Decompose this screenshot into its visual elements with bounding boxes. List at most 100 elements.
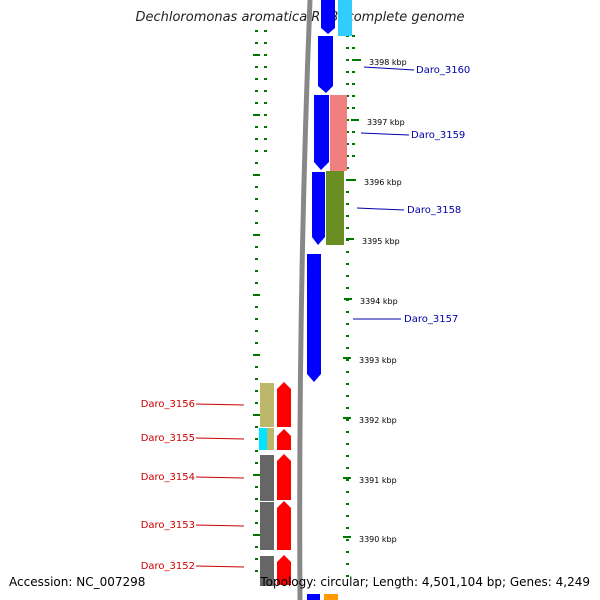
scale-dot	[346, 251, 349, 253]
scale-dot	[255, 66, 258, 68]
gene-label-daro-3156[interactable]: Daro_3156	[141, 399, 195, 410]
scale-dot	[346, 323, 349, 325]
gene-leader-line	[363, 66, 415, 71]
scale-dot	[346, 335, 349, 337]
scale-dot	[253, 174, 260, 176]
gene-arrow-daro-3160[interactable]	[318, 36, 333, 93]
scale-dot	[346, 455, 349, 457]
scale-dot	[346, 503, 349, 505]
gene-label-daro-3152[interactable]: Daro_3152	[141, 561, 195, 572]
gene-label-daro-3160[interactable]: Daro_3160	[416, 65, 470, 76]
scale-dot	[346, 131, 349, 133]
scale-dot	[264, 138, 267, 140]
gene-label-daro-3157[interactable]: Daro_3157	[404, 314, 458, 325]
ruler-tick	[344, 298, 352, 300]
scale-dot	[255, 426, 258, 428]
kbp-ruler: 3398 kbp 3397 kbp 3396 kbp 3395 kbp 3394 kbp…	[343, 58, 407, 544]
scale-dot	[346, 467, 349, 469]
scale-dot	[346, 575, 349, 577]
ruler-tick	[343, 357, 351, 359]
scale-dot	[255, 90, 258, 92]
scale-dot	[253, 534, 260, 536]
scale-dot	[346, 227, 349, 229]
gene-arrow-daro-3153[interactable]	[277, 501, 291, 550]
cog-box-3159	[330, 95, 347, 171]
gene-arrow-daro-3159[interactable]	[314, 95, 329, 170]
gene-arrow-daro-3157[interactable]	[307, 254, 321, 382]
ruler-tick	[348, 179, 356, 181]
scale-dot	[346, 203, 349, 205]
ruler-tick-label: 3391 kbp	[359, 476, 397, 485]
gene-arrow-daro-3156[interactable]	[277, 382, 291, 427]
ruler-tick	[346, 238, 354, 240]
scale-dot	[346, 263, 349, 265]
scale-dot	[346, 551, 349, 553]
scale-dot	[255, 42, 258, 44]
gene-label-daro-3158[interactable]: Daro_3158	[407, 205, 461, 216]
scale-dot	[346, 563, 349, 565]
cog-box-3156	[260, 383, 274, 427]
scale-dot	[255, 138, 258, 140]
cog-box-3155a	[259, 428, 267, 450]
scale-dot	[346, 347, 349, 349]
genome-backbone	[297, 0, 313, 600]
gene-arrow-daro-3152[interactable]	[277, 555, 291, 585]
scale-dot	[255, 258, 258, 260]
ruler-tick-label: 3397 kbp	[367, 118, 405, 127]
scale-dot	[352, 131, 355, 133]
cog-box-bottom	[324, 594, 338, 600]
gene-arrow-daro-3154[interactable]	[277, 454, 291, 500]
ruler-tick	[343, 417, 351, 419]
gene-label-daro-3159[interactable]: Daro_3159	[411, 130, 465, 141]
gene-leader-line	[195, 476, 245, 479]
accession-label: Accession: NC_007298	[9, 575, 146, 589]
scale-dot	[255, 342, 258, 344]
scale-dot	[255, 522, 258, 524]
gene-arrow-top[interactable]	[321, 0, 335, 34]
scale-dot	[346, 59, 349, 61]
ruler-tick	[343, 536, 351, 538]
scale-dot	[346, 107, 349, 109]
scale-dot	[352, 155, 355, 157]
gene-label-daro-3155[interactable]: Daro_3155	[141, 433, 195, 444]
scale-dot	[346, 275, 349, 277]
scale-dot	[255, 186, 258, 188]
gene-arrow-daro-3155[interactable]	[277, 429, 291, 450]
scale-dot	[255, 198, 258, 200]
scale-dot	[253, 234, 260, 236]
ruler-tick	[351, 119, 359, 121]
scale-dot	[346, 83, 349, 85]
scale-dot	[255, 210, 258, 212]
genome-summary: Topology: circular; Length: 4,501,104 bp…	[260, 575, 590, 589]
scale-dot	[264, 126, 267, 128]
scale-dot	[264, 90, 267, 92]
cog-box-3155b	[267, 428, 274, 450]
scale-dot	[346, 395, 349, 397]
gene-label-daro-3154[interactable]: Daro_3154	[141, 472, 195, 483]
gene-arrow-daro-3158[interactable]	[312, 172, 325, 245]
scale-dot	[255, 462, 258, 464]
scale-dot	[346, 539, 349, 541]
gene-leader-line	[195, 524, 245, 527]
scale-dot	[346, 47, 349, 49]
gene-leader-line	[195, 403, 245, 406]
scale-dot	[346, 167, 349, 169]
scale-dot	[346, 71, 349, 73]
scale-dot	[352, 95, 355, 97]
scale-dot	[255, 126, 258, 128]
ruler-tick	[343, 477, 351, 479]
scale-dot	[264, 102, 267, 104]
scale-dot	[346, 179, 349, 181]
gene-label-daro-3153[interactable]: Daro_3153	[141, 520, 195, 531]
scale-dot	[255, 486, 258, 488]
scale-dot	[346, 143, 349, 145]
scale-dot	[264, 114, 267, 116]
ruler-tick-label: 3394 kbp	[360, 297, 398, 306]
scale-dot	[346, 371, 349, 373]
scale-dot	[264, 78, 267, 80]
cog-box-3160	[338, 0, 352, 36]
scale-dot	[253, 474, 260, 476]
cog-box-3152	[260, 556, 274, 586]
scale-dot	[346, 407, 349, 409]
gene-arrow-bottom-blue[interactable]	[307, 594, 320, 600]
